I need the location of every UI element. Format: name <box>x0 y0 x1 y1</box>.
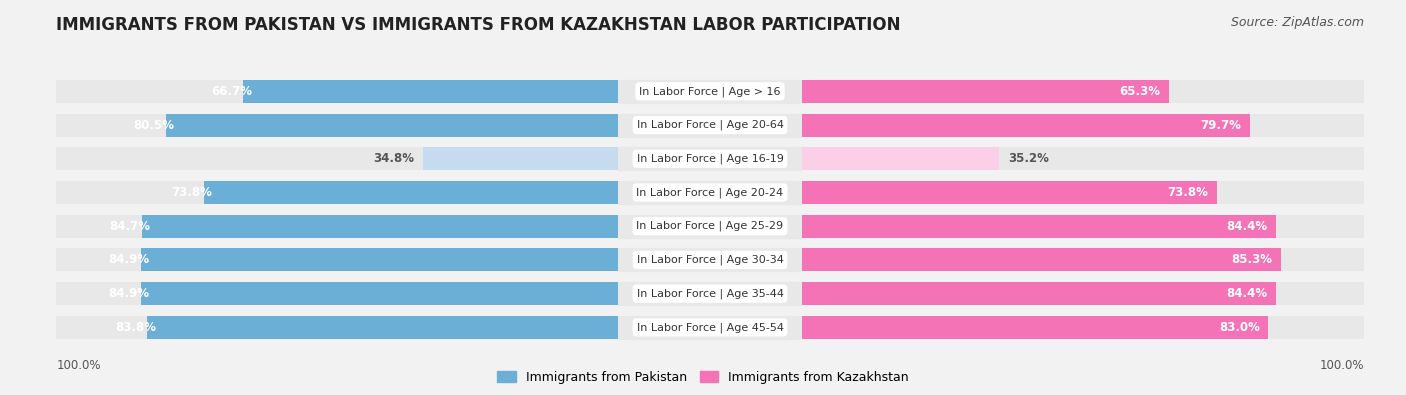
Text: 84.4%: 84.4% <box>1226 220 1268 233</box>
Bar <box>142 215 619 238</box>
Text: In Labor Force | Age 25-29: In Labor Force | Age 25-29 <box>637 221 783 231</box>
Bar <box>801 147 1000 170</box>
Bar <box>619 248 801 271</box>
Text: IMMIGRANTS FROM PAKISTAN VS IMMIGRANTS FROM KAZAKHSTAN LABOR PARTICIPATION: IMMIGRANTS FROM PAKISTAN VS IMMIGRANTS F… <box>56 16 901 34</box>
Bar <box>56 248 619 271</box>
Bar <box>619 147 801 170</box>
Bar <box>801 147 1364 170</box>
Bar <box>801 316 1364 339</box>
Bar <box>166 114 619 137</box>
Bar <box>148 316 619 339</box>
Text: 80.5%: 80.5% <box>134 118 174 132</box>
Text: 65.3%: 65.3% <box>1119 85 1160 98</box>
Bar <box>801 181 1364 204</box>
Bar <box>801 114 1364 137</box>
Bar <box>423 147 619 170</box>
Text: 84.9%: 84.9% <box>108 287 149 300</box>
Text: In Labor Force | Age 30-34: In Labor Force | Age 30-34 <box>637 255 783 265</box>
Bar <box>801 316 1268 339</box>
Bar <box>619 215 801 238</box>
Bar <box>801 282 1277 305</box>
Bar <box>243 80 619 103</box>
Text: In Labor Force | Age > 16: In Labor Force | Age > 16 <box>640 86 780 97</box>
Bar <box>619 80 801 103</box>
Bar <box>801 114 1250 137</box>
Bar <box>619 316 801 339</box>
Bar <box>204 181 619 204</box>
Text: 73.8%: 73.8% <box>1167 186 1208 199</box>
Bar <box>801 80 1364 103</box>
Text: 100.0%: 100.0% <box>1319 359 1364 372</box>
Bar <box>141 282 619 305</box>
Bar <box>56 147 619 170</box>
Text: 66.7%: 66.7% <box>211 85 252 98</box>
Bar <box>141 248 619 271</box>
Text: In Labor Force | Age 35-44: In Labor Force | Age 35-44 <box>637 288 783 299</box>
Bar <box>801 248 1281 271</box>
Text: 73.8%: 73.8% <box>172 186 212 199</box>
Bar <box>56 316 619 339</box>
Bar <box>619 181 801 204</box>
Text: In Labor Force | Age 16-19: In Labor Force | Age 16-19 <box>637 154 783 164</box>
Text: 100.0%: 100.0% <box>56 359 101 372</box>
Bar <box>801 80 1168 103</box>
Legend: Immigrants from Pakistan, Immigrants from Kazakhstan: Immigrants from Pakistan, Immigrants fro… <box>492 366 914 389</box>
Text: 83.8%: 83.8% <box>115 321 156 334</box>
Text: 83.0%: 83.0% <box>1219 321 1260 334</box>
Bar <box>801 215 1277 238</box>
Bar <box>56 215 619 238</box>
Text: 34.8%: 34.8% <box>374 152 415 165</box>
Text: 84.7%: 84.7% <box>110 220 150 233</box>
Text: 84.9%: 84.9% <box>108 254 149 267</box>
Bar <box>56 181 619 204</box>
Bar <box>801 181 1216 204</box>
Text: 35.2%: 35.2% <box>1008 152 1049 165</box>
Text: 85.3%: 85.3% <box>1232 254 1272 267</box>
Bar <box>801 215 1364 238</box>
Text: In Labor Force | Age 45-54: In Labor Force | Age 45-54 <box>637 322 783 333</box>
Bar <box>801 248 1364 271</box>
Text: 79.7%: 79.7% <box>1201 118 1241 132</box>
Text: Source: ZipAtlas.com: Source: ZipAtlas.com <box>1230 16 1364 29</box>
Bar <box>801 282 1364 305</box>
Bar <box>619 114 801 137</box>
Bar <box>619 282 801 305</box>
Text: In Labor Force | Age 20-24: In Labor Force | Age 20-24 <box>637 187 783 198</box>
Bar <box>56 282 619 305</box>
Text: 84.4%: 84.4% <box>1226 287 1268 300</box>
Bar <box>56 80 619 103</box>
Text: In Labor Force | Age 20-64: In Labor Force | Age 20-64 <box>637 120 783 130</box>
Bar <box>56 114 619 137</box>
